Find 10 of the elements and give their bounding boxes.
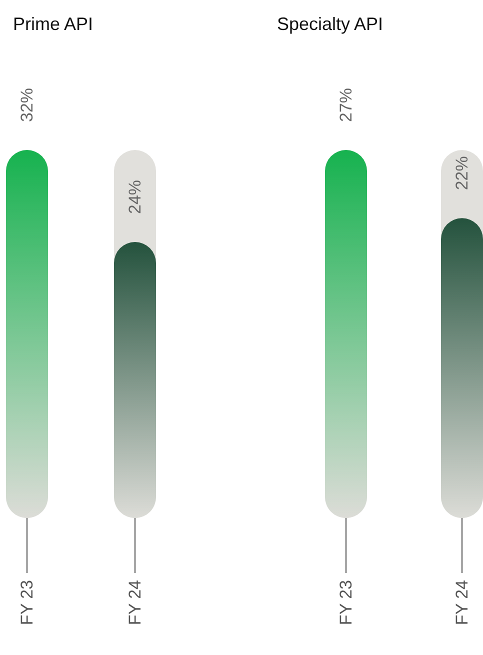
data-label: 22%: [452, 156, 472, 190]
data-label: 24%: [126, 180, 144, 214]
x-tick-label: FY 24: [452, 580, 472, 626]
x-tick-label: FY 24: [126, 580, 144, 626]
chart-title: Specialty API: [277, 14, 384, 34]
x-tick-label: FY 23: [18, 580, 36, 626]
chart-title: Prime API: [13, 14, 94, 34]
data-label: 27%: [336, 88, 356, 122]
x-tick-label: FY 23: [336, 580, 356, 626]
data-label: 32%: [18, 88, 36, 122]
